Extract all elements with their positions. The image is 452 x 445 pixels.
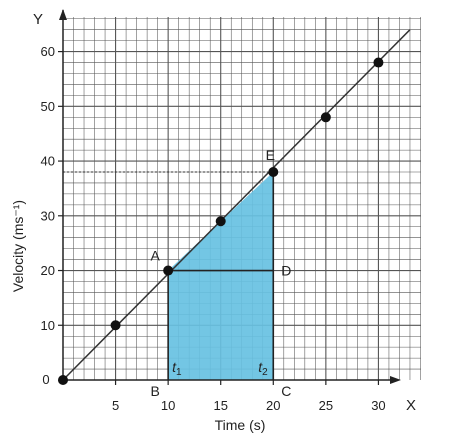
shaded-trapezium: [168, 172, 274, 380]
data-point: [373, 57, 384, 68]
data-point: [58, 375, 68, 385]
x-axis-letter: X: [406, 397, 416, 414]
velocity-line: [62, 29, 411, 381]
y-tick-label: 60: [41, 44, 55, 59]
y-axis-arrow: [59, 9, 67, 20]
y-tick-label: 10: [41, 318, 55, 333]
y-axis-title: Velocity (ms⁻¹): [10, 200, 26, 292]
point-label-a: A: [150, 248, 160, 264]
data-points: [58, 57, 384, 385]
guide-lines: [63, 171, 275, 380]
y-axis-letter: Y: [33, 11, 43, 28]
x-tick-label: 10: [161, 398, 175, 413]
shaded-area: [168, 172, 274, 380]
data-point: [163, 265, 174, 276]
point-label-e: E: [266, 147, 275, 163]
series-line: [62, 29, 411, 381]
x-tick-label: 30: [371, 398, 385, 413]
data-point: [320, 112, 331, 123]
axes: 5 10 15 20 25 30 10 20 30 40 50 60: [41, 9, 401, 413]
x-tick-label: 25: [319, 398, 333, 413]
x-axis-title: Time (s): [215, 417, 266, 433]
time-mark-t2: t2: [258, 359, 268, 378]
point-label-b: B: [150, 383, 159, 399]
data-point: [268, 167, 279, 178]
point-label-d: D: [281, 263, 291, 279]
labels: Time (s) Velocity (ms⁻¹) X Y 0 A B C D Et1 t2: [10, 11, 416, 433]
y-tick-label: 50: [41, 99, 55, 114]
origin-label: 0: [42, 372, 49, 387]
point-label-c: C: [281, 383, 291, 399]
y-tick-label: 20: [41, 263, 55, 278]
x-axis-arrow: [390, 376, 401, 384]
y-tick-label: 30: [41, 208, 55, 223]
time-mark-t1: t1: [172, 359, 182, 378]
x-tick-label: 15: [213, 398, 227, 413]
data-point: [215, 216, 226, 227]
y-tick-label: 40: [41, 154, 55, 169]
data-point: [110, 320, 121, 331]
x-tick-label: 5: [112, 398, 119, 413]
x-tick-label: 20: [266, 398, 280, 413]
